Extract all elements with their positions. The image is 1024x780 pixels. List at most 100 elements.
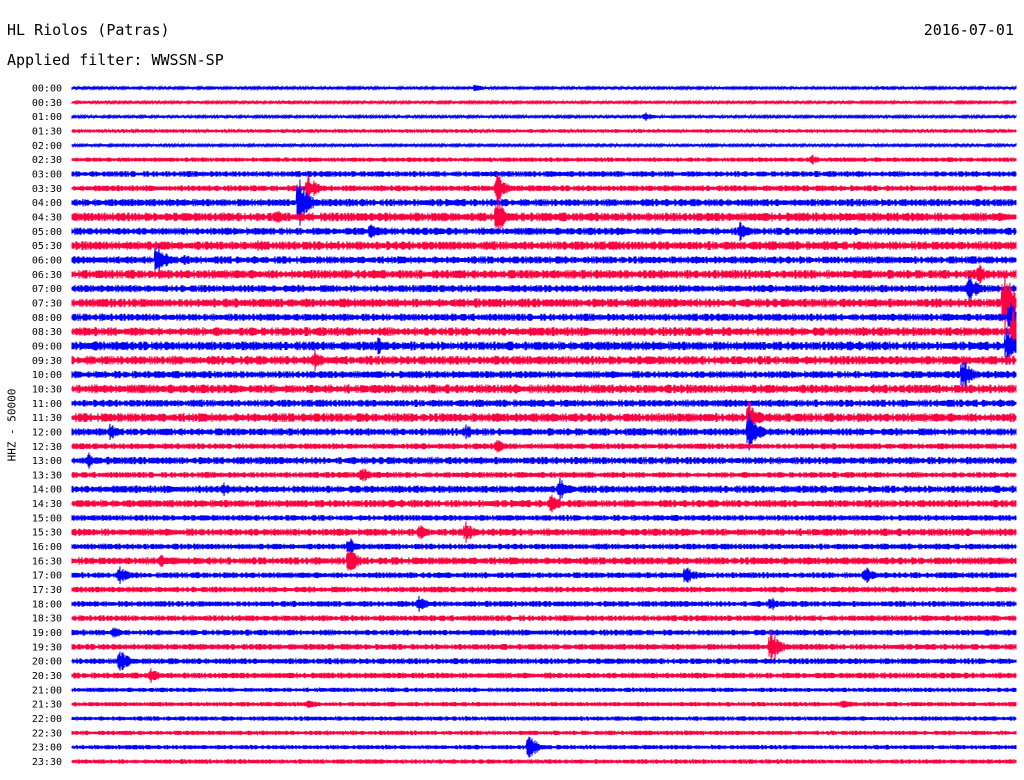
trace-line — [71, 154, 1017, 165]
trace-line — [71, 551, 1017, 571]
time-tick-label: 00:30 — [32, 98, 62, 109]
trace-line — [71, 715, 1017, 722]
time-tick-label: 06:30 — [32, 270, 62, 281]
trace-line — [71, 627, 1017, 638]
trace-line — [71, 729, 1017, 736]
trace-line — [71, 566, 1017, 585]
trace-line — [71, 174, 1017, 203]
time-tick-label: 02:00 — [32, 141, 62, 152]
trace-line — [71, 327, 1017, 365]
time-tick-label: 05:30 — [32, 241, 62, 252]
trace-line — [71, 240, 1017, 252]
time-tick-label: 14:00 — [32, 485, 62, 496]
time-tick-label: 16:30 — [32, 556, 62, 567]
time-tick-label: 13:00 — [32, 456, 62, 467]
trace-line — [71, 264, 1017, 285]
trace-line — [71, 200, 1017, 234]
trace-line — [71, 309, 1017, 354]
time-tick-label: 15:00 — [32, 513, 62, 524]
trace-line — [71, 273, 1017, 333]
time-tick-label: 23:00 — [32, 743, 62, 754]
trace-line — [71, 399, 1017, 408]
time-tick-label: 13:30 — [32, 470, 62, 481]
trace-line — [71, 758, 1017, 765]
time-tick-label: 07:30 — [32, 298, 62, 309]
trace-line — [71, 686, 1017, 693]
time-tick-label: 22:00 — [32, 714, 62, 725]
trace-line — [71, 400, 1017, 435]
trace-line — [71, 494, 1017, 513]
trace-line — [71, 361, 1017, 388]
time-tick-label: 20:30 — [32, 671, 62, 682]
time-tick-label: 07:00 — [32, 284, 62, 295]
time-tick-label: 01:30 — [32, 126, 62, 137]
time-tick-label: 00:00 — [32, 84, 62, 95]
trace-line — [71, 413, 1017, 451]
time-tick-label: 18:30 — [32, 614, 62, 625]
trace-line — [71, 586, 1017, 593]
time-tick-label: 06:00 — [32, 255, 62, 266]
time-tick-label: 11:30 — [32, 413, 62, 424]
trace-line — [71, 245, 1017, 275]
time-tick-label: 22:30 — [32, 728, 62, 739]
trace-line — [71, 615, 1017, 622]
time-tick-label: 03:30 — [32, 184, 62, 195]
time-tick-label: 02:30 — [32, 155, 62, 166]
time-tick-label: 20:00 — [32, 657, 62, 668]
time-tick-label: 19:00 — [32, 628, 62, 639]
filter-label: Applied filter: WWSSN-SP — [7, 51, 224, 69]
time-tick-label: 04:30 — [32, 212, 62, 223]
date-label: 2016-07-01 — [923, 21, 1014, 39]
time-tick-label: 21:30 — [32, 700, 62, 711]
time-tick-label: 14:30 — [32, 499, 62, 510]
time-tick-label: 05:00 — [32, 227, 62, 238]
time-tick-label: 12:30 — [32, 442, 62, 453]
trace-line — [71, 384, 1017, 394]
time-tick-label: 19:30 — [32, 642, 62, 653]
time-tick-label: 03:00 — [32, 169, 62, 180]
trace-line — [71, 629, 1017, 665]
time-tick-label: 18:00 — [32, 599, 62, 610]
trace-line — [71, 452, 1017, 469]
time-tick-label: 08:30 — [32, 327, 62, 338]
time-tick-label: 11:00 — [32, 399, 62, 410]
time-tick-label: 04:00 — [32, 198, 62, 209]
trace-line — [71, 668, 1017, 683]
trace-line — [71, 170, 1017, 178]
time-tick-label: 09:30 — [32, 356, 62, 367]
time-tick-label: 17:30 — [32, 585, 62, 596]
trace-line — [71, 538, 1017, 555]
trace-line — [71, 84, 1017, 92]
trace-line — [71, 514, 1017, 522]
time-tick-label: 15:30 — [32, 528, 62, 539]
trace-line — [71, 736, 1017, 758]
trace-line — [71, 349, 1017, 372]
trace-line — [71, 99, 1017, 106]
trace-line — [71, 477, 1017, 501]
time-tick-label: 10:00 — [32, 370, 62, 381]
trace-line — [71, 521, 1017, 544]
trace-line — [71, 440, 1017, 453]
trace-line — [71, 468, 1017, 482]
trace-line — [71, 302, 1017, 332]
trace-line — [71, 221, 1017, 242]
trace-line — [71, 275, 1017, 302]
station-title: HL Riolos (Patras) — [7, 21, 170, 39]
time-tick-label: 17:00 — [32, 571, 62, 582]
time-tick-label: 01:00 — [32, 112, 62, 123]
time-tick-label: 08:00 — [32, 313, 62, 324]
trace-line — [71, 112, 1017, 121]
time-tick-label: 21:00 — [32, 685, 62, 696]
trace-line — [71, 179, 1017, 226]
time-tick-label: 12:00 — [32, 427, 62, 438]
trace-line — [71, 700, 1017, 708]
time-tick-label: 23:30 — [32, 757, 62, 768]
trace-line — [71, 142, 1017, 149]
time-tick-label: 09:00 — [32, 341, 62, 352]
trace-line — [71, 651, 1017, 671]
trace-line — [71, 127, 1017, 135]
time-tick-label: 16:00 — [32, 542, 62, 553]
time-tick-label: 10:30 — [32, 384, 62, 395]
trace-line — [71, 595, 1017, 612]
